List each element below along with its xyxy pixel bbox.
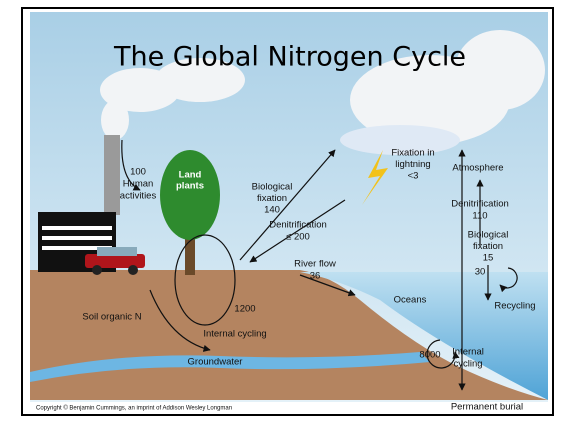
label: 110 — [472, 211, 487, 222]
label: Biological — [252, 182, 293, 193]
copyright: Copyright © Benjamin Cummings, an imprin… — [36, 405, 232, 412]
label: 140 — [264, 205, 280, 216]
label: 100 — [130, 167, 146, 178]
label: Biological — [468, 230, 509, 241]
label: fixation — [473, 241, 503, 252]
label: activities — [120, 191, 157, 202]
title: The Global Nitrogen Cycle — [113, 42, 466, 73]
factory-windows — [42, 226, 112, 250]
label: Internal — [452, 347, 484, 358]
label: 8000 — [419, 350, 440, 361]
label: Permanent burial — [451, 402, 523, 413]
diagram: The Global Nitrogen Cycle Copyright © Be… — [0, 0, 564, 423]
label: Fixation in — [391, 148, 434, 159]
label: 1200 — [234, 304, 255, 315]
label: Groundwater — [188, 357, 243, 368]
label: Land — [179, 170, 202, 181]
label: Oceans — [394, 295, 427, 306]
label: Denitrification — [269, 220, 327, 231]
label: lightning — [395, 159, 430, 170]
label: Recycling — [494, 301, 535, 312]
label: Internal cycling — [203, 329, 266, 340]
label: 36 — [310, 271, 321, 282]
label: plants — [176, 181, 204, 192]
label: ≤ 200 — [286, 232, 310, 243]
label: Human — [123, 179, 154, 190]
page: {"title": "The Global Nitrogen Cycle", "… — [0, 0, 564, 423]
smokestack — [104, 135, 120, 215]
label: 15 — [483, 253, 494, 264]
label: Denitrification — [451, 199, 509, 210]
label: River flow — [294, 259, 336, 270]
label: Atmosphere — [452, 163, 503, 174]
label: cycling — [453, 359, 482, 370]
label: 30 — [475, 267, 486, 278]
label: Soil organic N — [82, 312, 141, 323]
label: <3 — [408, 171, 419, 182]
label: fixation — [257, 193, 287, 204]
